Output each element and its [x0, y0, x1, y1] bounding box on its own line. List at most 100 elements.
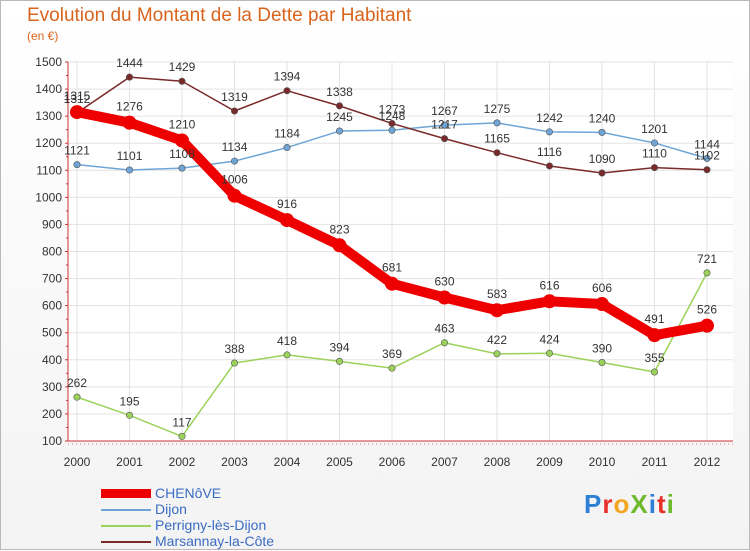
legend-swatch: [101, 509, 151, 511]
data-label: 630: [434, 275, 454, 289]
data-point: [178, 432, 186, 440]
logo-letter: t: [656, 489, 667, 519]
data-point: [335, 102, 343, 110]
y-tick-label: 600: [42, 299, 62, 313]
data-label: 369: [382, 347, 402, 361]
data-label: 117: [172, 415, 191, 429]
data-point: [332, 238, 347, 253]
data-label: 1110: [642, 147, 667, 161]
legend-swatch: [101, 525, 151, 527]
y-tick-label: 700: [42, 272, 62, 286]
data-point: [385, 276, 399, 291]
legend-label: Marsannay-la-Côte: [155, 533, 275, 549]
x-tick-label: 2000: [64, 455, 91, 469]
data-label: 823: [329, 222, 349, 236]
data-point: [647, 328, 662, 343]
data-point: [650, 368, 658, 376]
data-label: 1090: [589, 152, 616, 166]
logo-letter: P: [584, 489, 603, 519]
data-label: 1102: [694, 149, 720, 163]
x-tick-label: 2009: [536, 455, 563, 469]
x-tick-label: 2006: [379, 455, 406, 469]
data-point: [122, 115, 137, 130]
x-tick-label: 2008: [484, 455, 511, 469]
data-point: [227, 188, 242, 203]
x-tick-label: 2007: [431, 455, 458, 469]
data-label: 1245: [326, 110, 353, 124]
proxiti-logo: ProXiti: [584, 489, 675, 520]
data-point: [231, 107, 239, 115]
data-point: [542, 294, 557, 309]
y-tick-label: 200: [42, 407, 62, 421]
y-tick-label: 1100: [36, 163, 62, 177]
data-label: 1275: [484, 102, 511, 116]
data-point: [545, 162, 553, 170]
data-label: 1394: [274, 70, 301, 84]
x-tick-label: 2010: [589, 455, 616, 469]
data-label: 1429: [169, 60, 196, 74]
data-label: 1184: [274, 127, 300, 141]
y-tick-label: 800: [42, 245, 62, 259]
data-label: 418: [277, 334, 297, 348]
data-label: 721: [697, 252, 717, 266]
data-label: 1242: [536, 111, 563, 125]
logo-letter: i: [666, 489, 675, 519]
data-point: [70, 105, 84, 120]
data-point: [700, 318, 714, 333]
data-point: [545, 128, 553, 136]
legend-label: CHENôVE: [155, 485, 222, 501]
data-label: 422: [487, 333, 507, 347]
data-label: 1273: [379, 102, 406, 116]
data-label: 390: [592, 341, 612, 355]
data-label: 583: [487, 287, 507, 301]
data-label: 394: [329, 340, 349, 354]
data-label: 916: [277, 197, 297, 211]
data-label: 526: [697, 303, 717, 317]
data-point: [283, 351, 291, 359]
y-tick-label: 500: [42, 326, 62, 340]
data-label: 1006: [221, 173, 248, 187]
chart-title: Evolution du Montant de la Dette par Hab…: [27, 5, 412, 26]
y-tick-label: 1200: [35, 136, 62, 150]
data-label: 1276: [116, 100, 143, 114]
data-point: [490, 303, 504, 318]
y-tick-label: 1500: [35, 55, 62, 69]
y-tick-label: 900: [42, 217, 62, 231]
data-point: [335, 357, 343, 365]
data-point: [703, 166, 711, 174]
data-label: 1121: [64, 144, 90, 158]
data-point: [545, 349, 553, 357]
data-point: [283, 144, 291, 152]
data-point: [440, 135, 448, 143]
data-point: [650, 139, 658, 147]
data-label: 388: [224, 342, 244, 356]
legend-swatch: [101, 489, 151, 498]
data-point: [493, 119, 501, 127]
data-label: 195: [119, 394, 139, 408]
data-point: [598, 128, 606, 136]
logo-letter: X: [630, 489, 649, 519]
data-label: 1240: [589, 111, 616, 125]
data-point: [703, 269, 711, 277]
data-label: 262: [67, 376, 87, 390]
data-point: [283, 87, 291, 95]
data-point: [388, 364, 396, 372]
data-point: [231, 359, 239, 367]
data-point: [437, 290, 452, 305]
x-tick-label: 2005: [326, 455, 353, 469]
data-point: [178, 164, 186, 172]
y-tick-label: 300: [42, 380, 62, 394]
logo-letter: o: [613, 489, 631, 519]
data-point: [493, 149, 501, 157]
data-label: 1165: [484, 132, 510, 146]
data-point: [73, 161, 81, 169]
legend-label: Perrigny-lès-Dijon: [155, 517, 267, 533]
data-label: 1444: [116, 56, 143, 70]
data-label: 1315: [64, 89, 91, 103]
chart-unit-label: (en €): [27, 29, 59, 43]
data-label: 1217: [431, 118, 458, 132]
data-label: 1248: [379, 109, 406, 123]
data-point: [231, 157, 239, 165]
legend-swatch: [101, 541, 151, 543]
